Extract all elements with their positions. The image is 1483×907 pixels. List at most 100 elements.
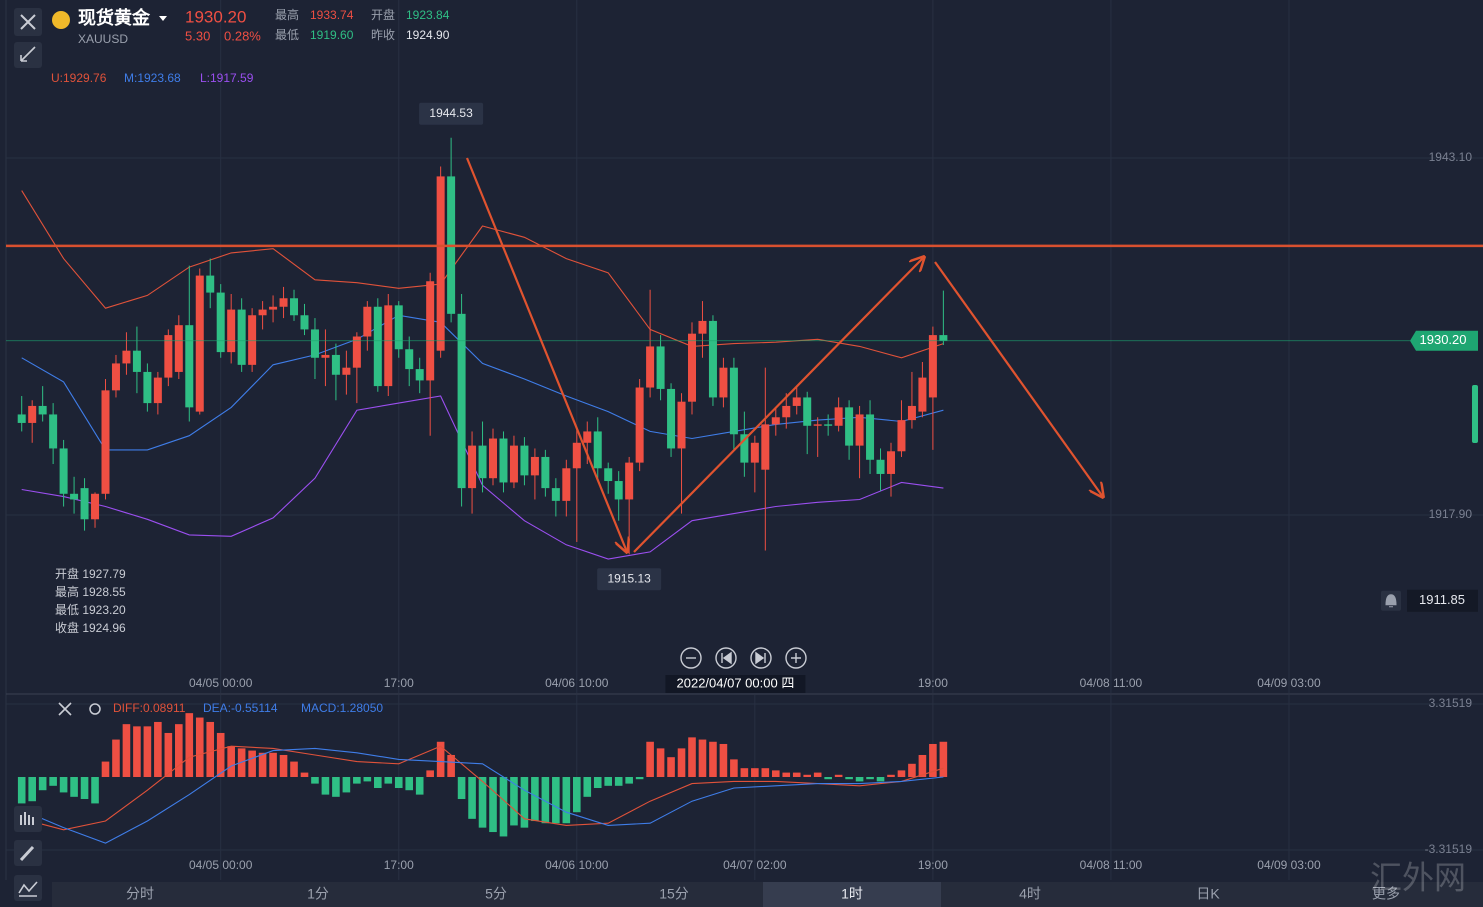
stat-value: 1923.84 — [406, 8, 450, 22]
macd-bar — [583, 777, 592, 797]
price-change: 5.30 — [185, 28, 210, 43]
candle-body — [321, 354, 330, 358]
x-tick-label: 04/07 02:00 — [723, 858, 787, 872]
extreme-label-box — [597, 568, 662, 591]
macd-bar — [457, 777, 466, 800]
macd-bar — [792, 772, 801, 777]
macd-bar — [771, 770, 780, 777]
tab[interactable]: 日K — [1196, 886, 1220, 902]
macd-bar — [384, 777, 393, 784]
candle-body — [761, 424, 770, 470]
y-tick-label: -3.31519 — [1425, 842, 1473, 856]
candle-body — [384, 305, 393, 387]
candle-body — [489, 438, 498, 479]
macd-bar — [154, 721, 162, 777]
macd-bar — [300, 772, 309, 777]
x-tick-label: 04/08 11:00 — [1080, 858, 1143, 872]
macd-bar — [321, 777, 330, 795]
candle-body — [227, 309, 236, 353]
candle-body — [28, 405, 37, 423]
candle-body — [520, 445, 529, 476]
x-tick-label: 19:00 — [918, 676, 948, 690]
macd-close-button[interactable] — [58, 702, 72, 716]
candle-body — [907, 405, 916, 421]
macd-bar — [698, 739, 707, 777]
tab[interactable]: 分时 — [126, 886, 154, 902]
macd-bar — [656, 748, 665, 777]
candle-body — [803, 397, 812, 426]
candle-body — [551, 488, 560, 501]
candle-body — [164, 335, 173, 378]
dropdown-caret[interactable] — [159, 16, 167, 21]
macd-bar — [845, 777, 853, 780]
candle-body — [258, 309, 267, 316]
macd-bar — [897, 770, 906, 777]
candle-body — [206, 275, 215, 293]
indicator-button[interactable] — [14, 875, 42, 901]
candle-body — [468, 445, 477, 489]
watermark: 汇外网 — [1370, 859, 1466, 897]
candle-body — [886, 451, 895, 474]
candle-body — [91, 493, 100, 520]
arrow-down — [934, 261, 1103, 497]
active-tab — [763, 882, 941, 907]
macd-bar — [677, 748, 686, 777]
ohlc-info-row: 收盘 1924.96 — [55, 620, 126, 635]
tab[interactable]: 1分 — [307, 886, 329, 902]
scrollbar[interactable] — [1472, 385, 1478, 443]
candle-body — [698, 320, 707, 334]
candle-body — [373, 306, 382, 387]
pen-icon — [19, 845, 35, 862]
candle-body — [604, 468, 613, 482]
macd-bar — [719, 743, 728, 777]
crosshair-time-label: 2022/04/07 00:00 四 — [677, 675, 795, 690]
price-change-percent: 0.28% — [224, 28, 261, 43]
candle-body — [876, 459, 885, 474]
instrument-name[interactable]: 现货黄金 — [78, 7, 151, 28]
candle-body — [845, 407, 854, 446]
stat-label: 最低 — [275, 28, 299, 42]
indicator-icon — [18, 881, 38, 897]
tab[interactable]: 15分 — [659, 886, 689, 902]
stat-value: 1924.90 — [406, 28, 450, 42]
tab[interactable]: 5分 — [485, 886, 507, 902]
macd-bar — [91, 777, 99, 804]
ohlc-info-row: 最低 1923.20 — [55, 603, 126, 617]
macd-bar — [918, 754, 927, 777]
macd-bar — [929, 743, 937, 777]
candle-body — [279, 298, 288, 307]
stat-value: 1919.60 — [310, 28, 354, 42]
macd-bar — [59, 777, 68, 793]
candle-body — [248, 315, 257, 365]
extreme-label-box — [419, 102, 484, 125]
candle-body — [583, 431, 592, 443]
macd-bar — [248, 750, 256, 777]
candle-body — [866, 414, 875, 460]
candle-body — [111, 363, 120, 391]
macd-bar — [761, 768, 770, 777]
tab[interactable]: 1时 — [841, 886, 863, 902]
candle-body — [352, 336, 361, 368]
candle-body — [457, 313, 466, 489]
macd-bar — [740, 768, 749, 777]
candle-body — [174, 325, 183, 372]
extreme-label: 1944.53 — [429, 106, 473, 120]
macd-bar — [258, 752, 267, 777]
tab[interactable]: 4时 — [1019, 886, 1041, 902]
candle-body — [740, 434, 749, 463]
macd-bar — [447, 754, 455, 777]
candle-body — [708, 320, 717, 398]
macd-bar — [803, 774, 812, 777]
candle-body — [478, 445, 487, 479]
stat-label: 昨收 — [371, 28, 395, 42]
macd-bar — [604, 777, 613, 786]
macd-bar — [614, 777, 623, 786]
candle-body — [70, 493, 79, 500]
macd-bar — [782, 772, 791, 777]
candle-body — [530, 456, 539, 476]
macd-settings-button[interactable] — [89, 703, 101, 715]
tab[interactable]: 更多 — [1372, 886, 1400, 902]
alert-bell — [1385, 594, 1397, 608]
candle-body — [656, 346, 665, 389]
macd-bar — [887, 774, 895, 777]
